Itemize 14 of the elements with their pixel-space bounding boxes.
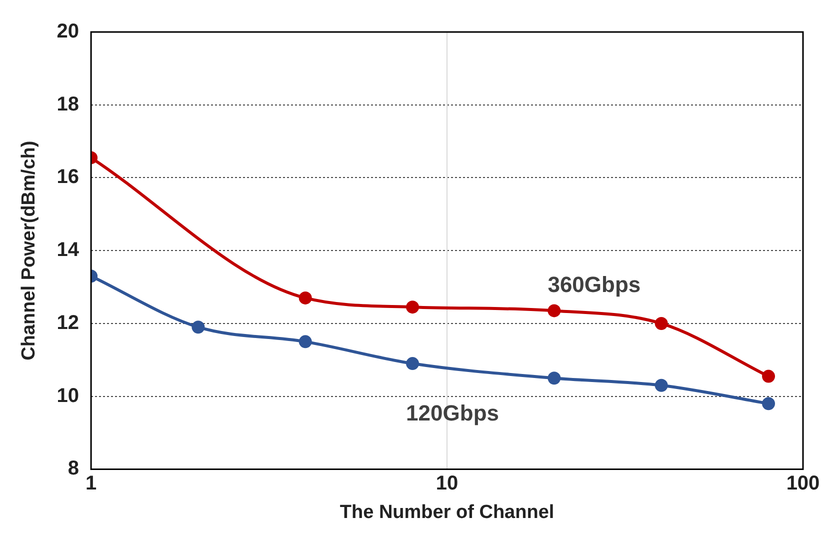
series-label: 360Gbps	[548, 272, 641, 297]
x-tick-label: 100	[786, 472, 820, 495]
y-tick-label: 14	[56, 239, 80, 262]
series-label: 120Gbps	[406, 400, 499, 426]
y-tick-label: 10	[56, 384, 80, 407]
y-tick-label: 12	[56, 312, 80, 334]
y-tick-label: 20	[56, 20, 80, 43]
x-tick-label: 1	[85, 472, 97, 495]
y-tick-label: 8	[68, 458, 80, 480]
y-axis-title: Channel Power(dBm/ch)	[18, 140, 40, 360]
x-tick-label: 10	[436, 472, 458, 495]
x-axis-title: The Number of Channel	[340, 502, 554, 523]
y-tick-label: 18	[56, 93, 80, 116]
y-tick-label: 16	[56, 166, 80, 188]
